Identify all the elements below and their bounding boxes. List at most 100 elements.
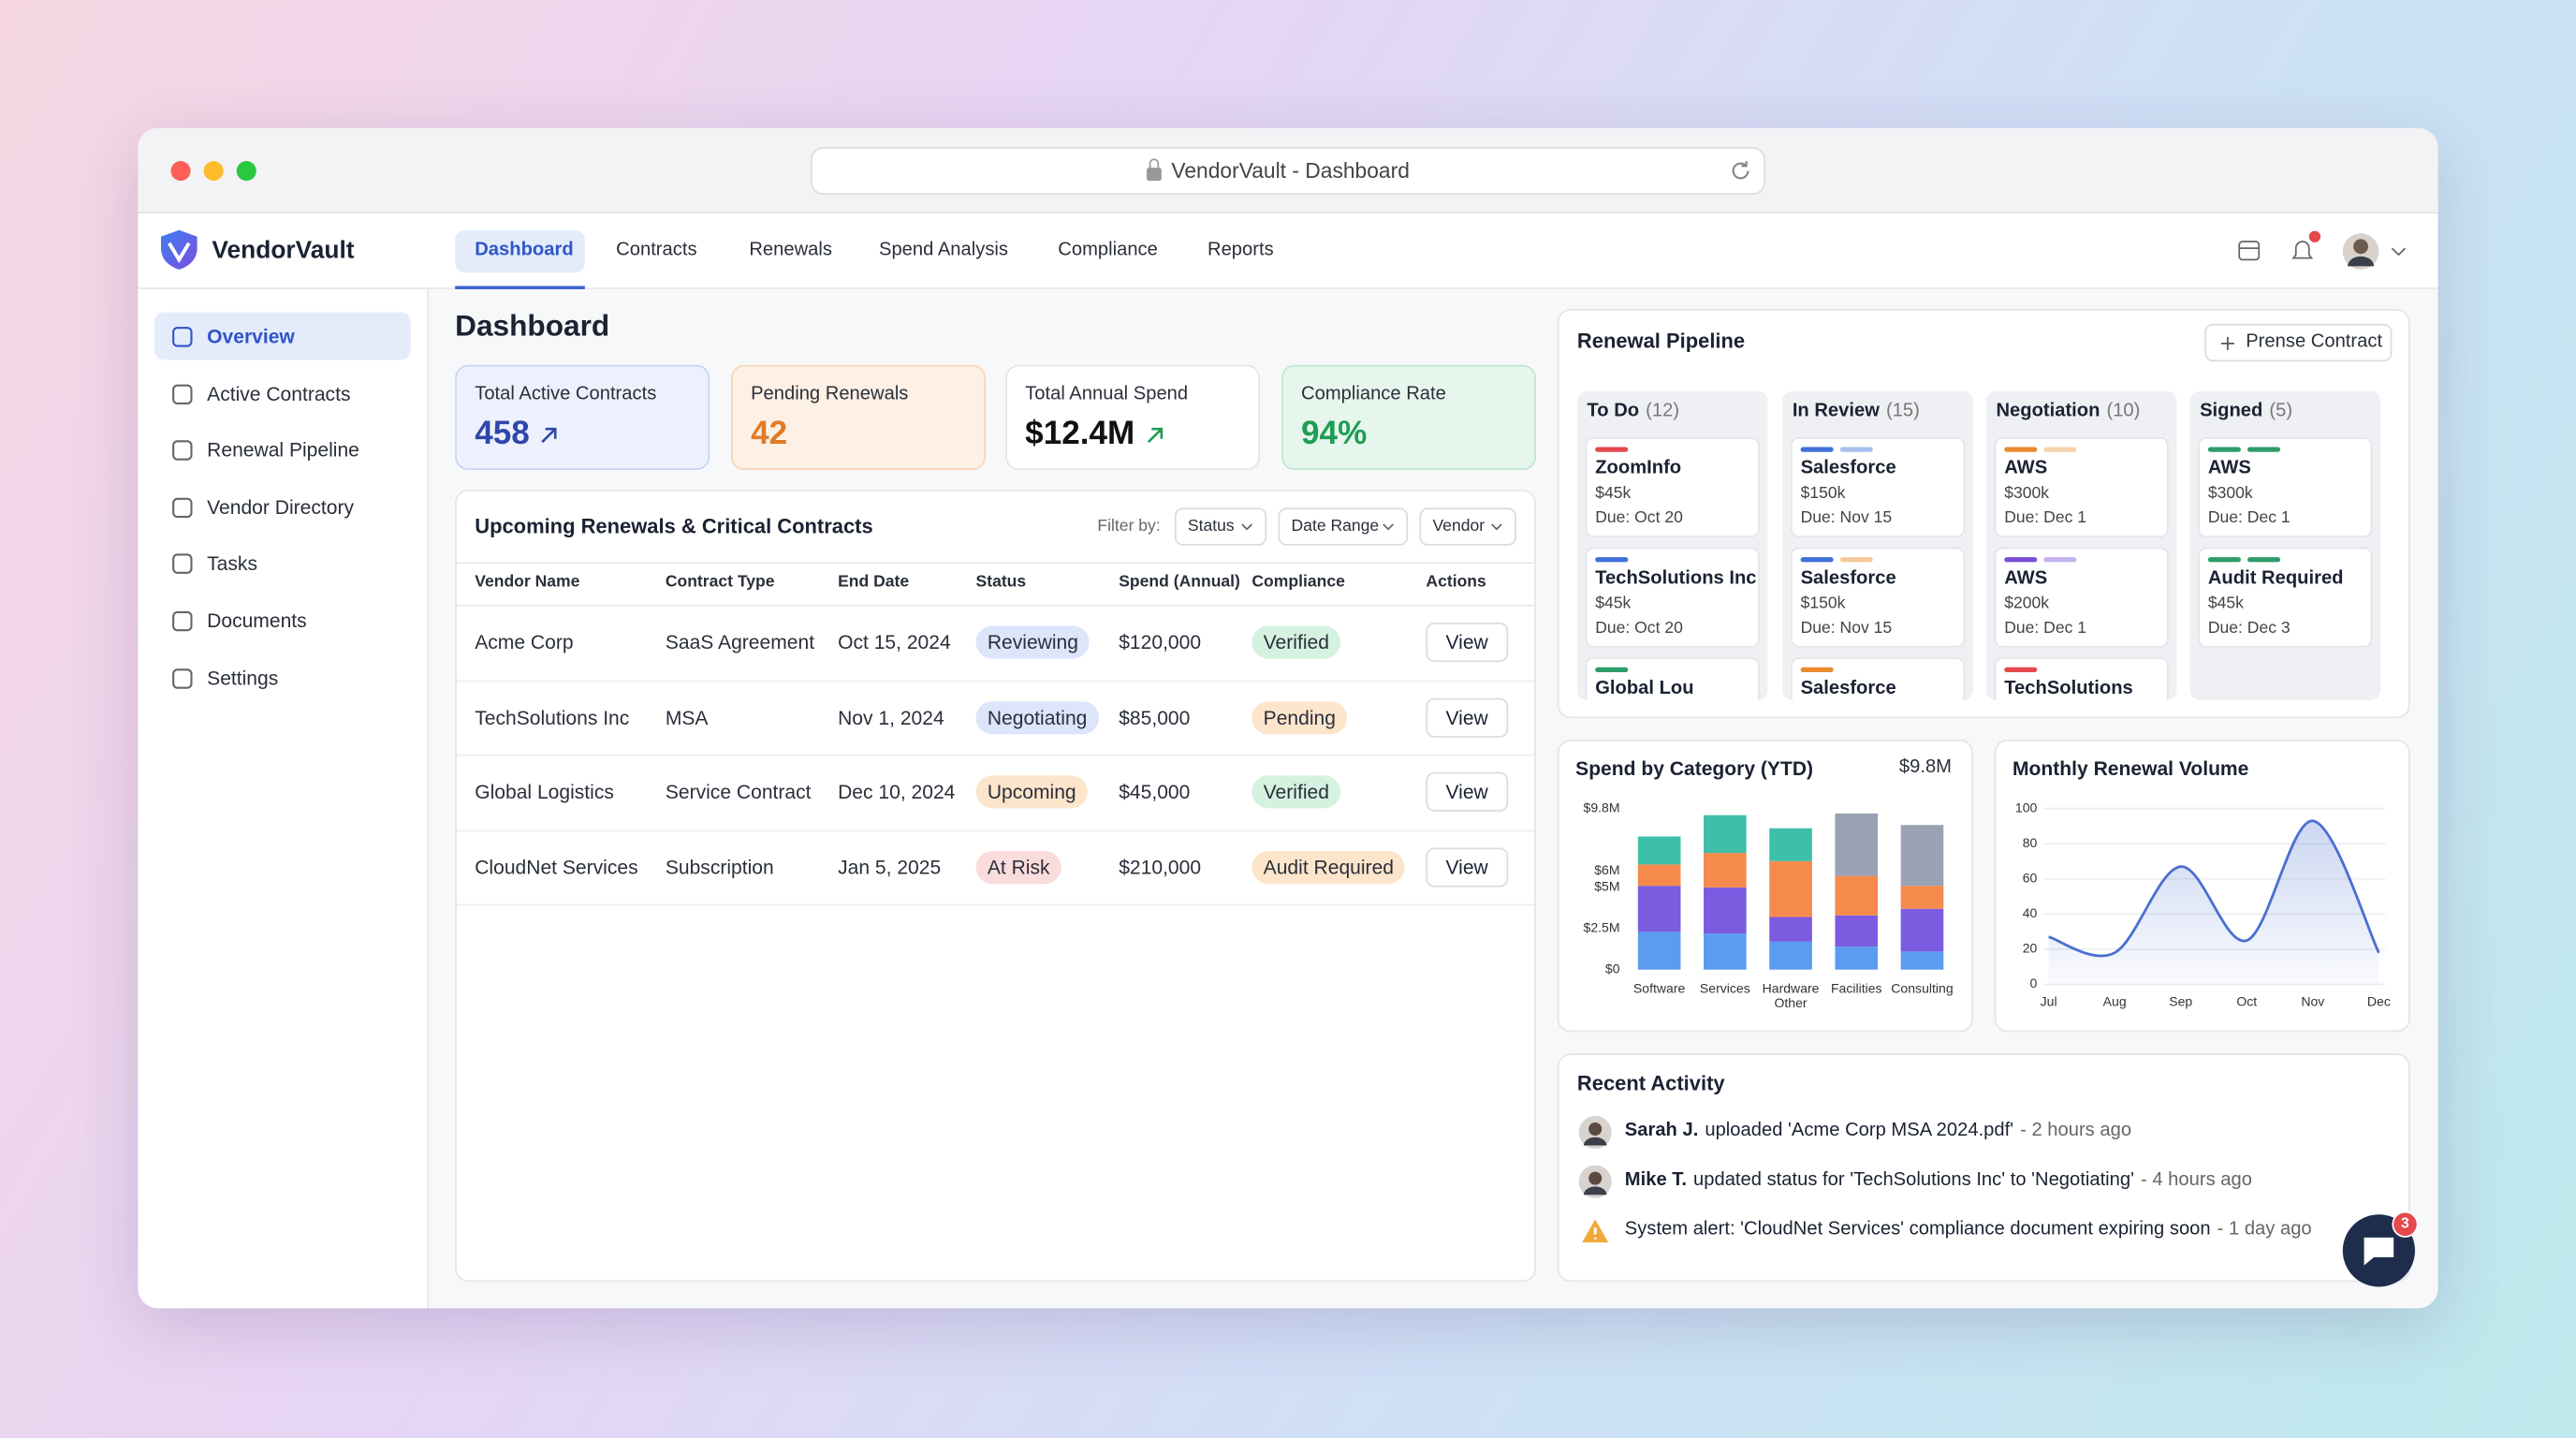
nav-tab[interactable]: Dashboard <box>475 240 574 260</box>
card-tag <box>1595 447 1629 452</box>
nav-tab[interactable]: Contracts <box>616 240 697 260</box>
column-count: (10) <box>2106 401 2141 421</box>
pipeline-card[interactable]: Audit Required $45k Due: Dec 3 <box>2198 547 2373 648</box>
account-chevron[interactable] <box>2391 247 2407 257</box>
pipeline-card[interactable]: AWS $200k Due: Dec 1 <box>1994 547 2169 648</box>
divider <box>456 604 1535 607</box>
new-contract-button[interactable]: Prense Contract <box>2204 323 2393 362</box>
pipeline-card[interactable]: TechSolutions <box>1994 657 2169 700</box>
pipeline-card[interactable]: AWS $300k Due: Dec 1 <box>1994 436 2169 538</box>
activity-actor: Mike T. <box>1624 1170 1687 1191</box>
sidebar-icon <box>172 610 193 632</box>
table-cell: $85,000 <box>1119 705 1191 729</box>
sidebar-icon <box>172 383 193 404</box>
table-cell: Jan 5, 2025 <box>838 855 942 878</box>
bar-segment <box>1900 886 1944 909</box>
view-button[interactable]: View <box>1426 622 1508 663</box>
reload-icon[interactable] <box>1732 161 1749 180</box>
card-tag <box>1800 557 1834 563</box>
card-amount: $150k <box>1800 594 1846 613</box>
card-tag <box>2247 557 2281 563</box>
filter-text: Date Range <box>1291 517 1380 536</box>
chart-total: $9.8M <box>1898 757 1953 778</box>
kpi-label: Compliance Rate <box>1301 384 1446 405</box>
sidebar-item[interactable]: Overview <box>207 325 295 348</box>
avatar-body <box>1583 1186 1607 1196</box>
bar-segment <box>1769 860 1812 917</box>
x-tick-label: Sep <box>2169 994 2192 1009</box>
filter-label: Filter by: <box>1097 517 1161 536</box>
column-count: (5) <box>2269 401 2293 421</box>
pipeline-card[interactable]: TechSolutions Inc $45k Due: Oct 20 <box>1585 547 1760 648</box>
pipeline-card[interactable]: AWS $300k Due: Dec 1 <box>2198 436 2373 538</box>
y-tick-label: 0 <box>2030 976 2038 990</box>
arrow-path <box>541 427 558 443</box>
pipeline-card[interactable]: ZoomInfo $45k Due: Oct 20 <box>1585 436 1760 538</box>
maximize-button[interactable] <box>236 161 256 182</box>
activity-panel: Recent Activity Sarah J. uploaded 'Acme Co… <box>1557 1053 2410 1283</box>
x-tick-label: Aug <box>2103 994 2127 1009</box>
filter-dropdown[interactable]: Date Range <box>1278 507 1409 546</box>
pipeline-card[interactable]: Salesforce $150k Due: Nov 15 <box>1791 547 1966 648</box>
view-button[interactable]: View <box>1426 697 1508 738</box>
pipeline-card[interactable]: Global Lou <box>1585 657 1760 700</box>
card-due: Due: Dec 1 <box>2207 509 2291 528</box>
sidebar-item[interactable]: Renewal Pipeline <box>207 438 359 462</box>
card-due: Due: Dec 1 <box>2004 619 2087 638</box>
y-tick-label: $2.5M <box>1584 920 1620 935</box>
lock-shackle <box>1149 158 1160 169</box>
compliance-badge: Verified <box>1251 625 1341 660</box>
pipeline-card[interactable]: Salesforce $150k Due: Nov 15 <box>1791 436 1966 538</box>
close-button[interactable] <box>170 161 191 182</box>
url-text: VendorVault - Dashboard <box>1171 157 1410 183</box>
sidebar-item[interactable]: Tasks <box>207 552 258 576</box>
card-name: Salesforce <box>1800 679 1896 699</box>
chat-badge: 3 <box>2392 1211 2419 1238</box>
sidebar-item[interactable]: Settings <box>207 666 279 690</box>
nav-tab[interactable]: Reports <box>1207 240 1274 260</box>
brand-name: VendorVault <box>212 236 355 265</box>
y-tick-label: 80 <box>2023 835 2038 850</box>
filter-dropdown[interactable]: Vendor <box>1419 507 1516 546</box>
nav-tab[interactable]: Renewals <box>749 240 832 260</box>
card-tag <box>1839 447 1873 452</box>
activity-actor: Sarah J. <box>1624 1121 1699 1141</box>
filter-dropdown[interactable]: Status <box>1174 507 1267 546</box>
table-cell: Subscription <box>665 855 774 878</box>
icon-shape <box>172 327 193 347</box>
card-tag <box>1839 557 1873 563</box>
kpi-value: 94% <box>1301 416 1368 452</box>
activity-item: System alert: 'CloudNet Services' compli… <box>1625 1220 2312 1242</box>
nav-tab[interactable]: Compliance <box>1058 240 1158 260</box>
kpi-card: Total Active Contracts 458 <box>455 364 710 471</box>
y-tick-label: 40 <box>2023 905 2038 920</box>
sidebar-icon <box>172 554 193 575</box>
nav-tab[interactable]: Spend Analysis <box>878 240 1009 260</box>
sidebar-item[interactable]: Documents <box>207 609 307 633</box>
active-tab-bg <box>455 229 585 273</box>
pipeline-column: In Review (15) Salesforce $150k Due: Nov 15 S… <box>1782 390 1973 700</box>
pipeline-card[interactable]: Salesforce <box>1791 657 1966 700</box>
card-name: TechSolutions Inc <box>1595 568 1757 589</box>
card-tag <box>2004 447 2038 452</box>
x-tick-label: Facilities <box>1830 980 1882 996</box>
sidebar-item[interactable]: Active Contracts <box>207 381 351 405</box>
view-button[interactable]: View <box>1426 771 1508 813</box>
table-cell: Oct 15, 2024 <box>838 630 951 654</box>
sidebar-item[interactable]: Vendor Directory <box>207 495 355 520</box>
line-area <box>2048 820 2379 985</box>
x-tick-label: Services <box>1699 980 1750 996</box>
view-button[interactable]: View <box>1426 846 1508 888</box>
table-cell: Acme Corp <box>475 630 574 654</box>
table-cell: $120,000 <box>1119 630 1202 654</box>
calendar-icon[interactable] <box>2238 241 2261 261</box>
avatar-head <box>1588 1122 1603 1137</box>
y-tick-label: $5M <box>1594 879 1619 894</box>
url-bar[interactable] <box>811 147 1765 196</box>
bell-icon[interactable] <box>2291 241 2314 259</box>
alert-icon <box>1582 1219 1609 1243</box>
kpi-value: 42 <box>751 416 788 452</box>
icon-shape <box>172 440 193 462</box>
card-amount: $300k <box>2207 484 2253 504</box>
minimize-button[interactable] <box>203 161 224 182</box>
